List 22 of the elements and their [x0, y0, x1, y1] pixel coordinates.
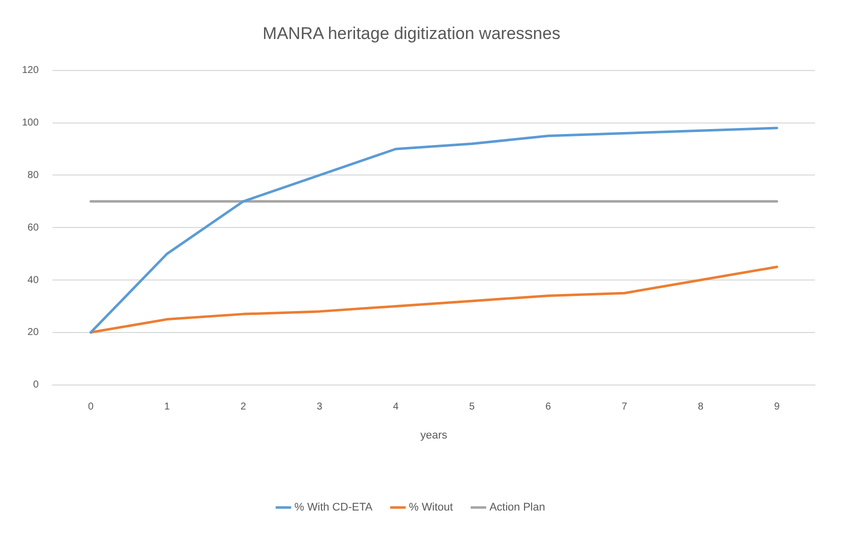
- y-tick-label: 100: [22, 118, 40, 129]
- x-tick-label: 0: [88, 402, 94, 413]
- legend-label: Action Plan: [489, 502, 546, 514]
- y-tick-label: 40: [28, 274, 40, 286]
- x-tick-label: 5: [469, 402, 476, 413]
- y-tick-label: 20: [28, 327, 40, 338]
- x-axis-title: years: [420, 429, 448, 442]
- x-tick-label: 4: [392, 402, 399, 413]
- x-tick-label: 2: [240, 402, 246, 413]
- y-tick-label: 120: [22, 65, 40, 76]
- x-tick-label: 7: [622, 402, 628, 413]
- x-tick-label: 8: [698, 402, 704, 413]
- legend-label: % With CD-ETA: [294, 502, 374, 514]
- y-tick-label: 0: [33, 380, 40, 391]
- y-tick-label: 80: [28, 170, 40, 181]
- x-tick-label: 6: [545, 402, 552, 413]
- chart-title: MANRA heritage digitization waressnes: [262, 24, 560, 43]
- y-tick-label: 60: [28, 222, 40, 234]
- x-tick-label: 3: [316, 402, 323, 413]
- x-tick-label: 1: [164, 402, 170, 413]
- legend-label: % Witout: [408, 502, 453, 514]
- x-tick-label: 9: [774, 402, 780, 413]
